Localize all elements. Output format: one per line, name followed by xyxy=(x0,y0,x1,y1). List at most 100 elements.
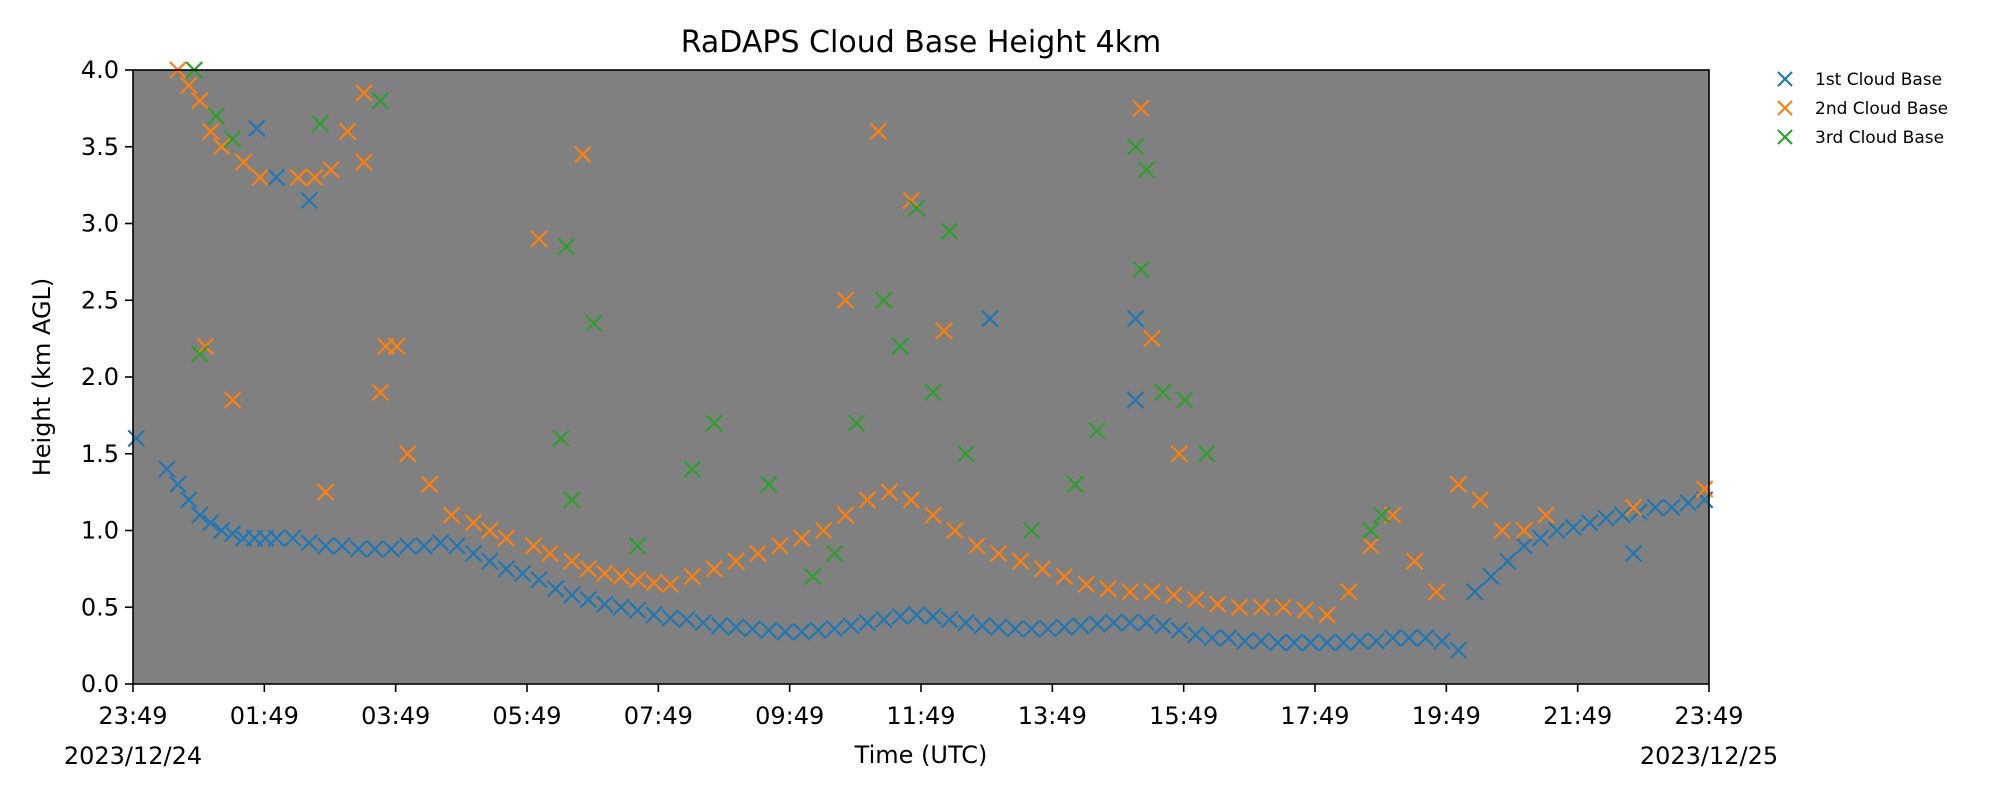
series-2-point xyxy=(880,483,899,501)
series-3-point xyxy=(628,537,647,555)
series-1-point xyxy=(628,601,647,620)
series-2-point xyxy=(305,168,324,187)
x-axis-title: Time (UTC) xyxy=(854,741,988,769)
series-2-point xyxy=(1449,475,1468,494)
series-2-point xyxy=(1695,480,1714,498)
series-2-point xyxy=(1055,567,1074,586)
series-2-point xyxy=(869,122,888,141)
series-1-point xyxy=(1433,632,1451,650)
series-2-point xyxy=(355,84,373,102)
series-1-point xyxy=(1285,633,1303,652)
series-1-point xyxy=(201,514,220,532)
series-3-point xyxy=(552,429,570,448)
series-3-point xyxy=(957,444,975,463)
series-3-point xyxy=(683,460,702,478)
series-2-point xyxy=(1208,595,1227,613)
series-2-point xyxy=(968,537,986,555)
plot-area xyxy=(133,70,1709,684)
series-2-point xyxy=(727,552,745,570)
series-1-point xyxy=(267,168,286,187)
series-1-point xyxy=(1203,629,1221,647)
series-2-point xyxy=(530,230,548,248)
series-1-point xyxy=(546,580,565,598)
series-1-point xyxy=(1367,632,1386,650)
series-2-point xyxy=(705,560,723,578)
series-3-point xyxy=(1154,383,1172,402)
series-2-point xyxy=(212,137,231,156)
series-1-point xyxy=(1154,616,1172,635)
series-1-point xyxy=(1663,498,1681,517)
series-1-point xyxy=(678,610,696,629)
series-3-point xyxy=(584,314,603,333)
series-1-point xyxy=(1449,641,1468,660)
series-3-point xyxy=(891,337,909,356)
series-1-point xyxy=(1072,616,1090,635)
series-2-point xyxy=(1471,491,1490,509)
series-1-point xyxy=(891,607,909,626)
series-3-point xyxy=(557,237,576,256)
series-1-point xyxy=(924,607,942,626)
series-2-point xyxy=(464,514,483,532)
series-2-point xyxy=(1033,560,1052,578)
series-1-point xyxy=(875,610,893,629)
series-1-point xyxy=(792,623,811,641)
series-2-point xyxy=(190,91,209,110)
series-1-point xyxy=(1318,633,1336,652)
series-2-point xyxy=(836,506,855,524)
series-1-point xyxy=(127,429,146,448)
chart-title: RaDAPS Cloud Base Height 4km xyxy=(681,25,1162,60)
series-1-point xyxy=(973,616,992,635)
series-3-point xyxy=(207,107,225,125)
series-2-point xyxy=(1143,583,1161,601)
series-2-point xyxy=(902,491,920,509)
series-2-point xyxy=(1318,606,1336,624)
x-tick-label: 07:49 xyxy=(624,702,693,730)
series-2-point xyxy=(946,521,964,540)
x-tick-label: 19:49 xyxy=(1412,702,1481,730)
series-1-point xyxy=(1022,619,1041,638)
series-1-point xyxy=(223,524,242,543)
series-1-point xyxy=(481,552,499,570)
series-1-point xyxy=(1466,583,1484,601)
series-2-point xyxy=(497,529,515,547)
series-1-point xyxy=(1416,629,1435,647)
y-tick-label: 4.0 xyxy=(81,56,119,84)
series-1-point xyxy=(1252,632,1271,650)
series-2-point xyxy=(1170,444,1189,463)
series-1-point xyxy=(825,619,844,638)
series-1-point xyxy=(284,529,302,547)
series-2-point xyxy=(1624,498,1643,517)
series-1-point xyxy=(190,506,209,524)
series-1-point xyxy=(431,534,450,552)
x-tick-label: 11:49 xyxy=(886,702,955,730)
series-1-point xyxy=(940,610,959,629)
series-3-point xyxy=(1137,160,1156,179)
scatter-points-layer xyxy=(127,61,1714,660)
series-2-point xyxy=(749,544,767,563)
series-2-point xyxy=(1143,329,1161,348)
series-3-point xyxy=(1362,521,1380,540)
legend-marker-series-3 xyxy=(1777,129,1793,145)
series-2-point xyxy=(1011,552,1030,570)
series-2-point xyxy=(442,506,461,524)
series-2-point xyxy=(201,122,220,141)
series-2-point xyxy=(251,168,269,187)
series-1-point xyxy=(1498,552,1517,570)
series-3-point xyxy=(875,291,893,310)
legend-label-series-2: 2nd Cloud Base xyxy=(1815,99,1948,119)
series-1-point xyxy=(158,460,176,478)
y-tick-label: 2.5 xyxy=(81,286,119,314)
series-1-point xyxy=(809,621,827,640)
series-1-point xyxy=(1531,529,1550,547)
series-2-point xyxy=(371,383,390,402)
series-1-point xyxy=(645,606,663,624)
x-tick-label: 17:49 xyxy=(1280,702,1349,730)
series-1-point xyxy=(727,618,745,636)
x-end-date-label: 2023/12/25 xyxy=(1640,742,1778,770)
series-2-point xyxy=(935,322,953,340)
series-2-point xyxy=(420,475,439,494)
series-1-point xyxy=(981,309,999,328)
series-2-point xyxy=(989,544,1008,563)
series-2-point xyxy=(836,291,855,310)
y-tick-label: 3.0 xyxy=(81,210,119,238)
